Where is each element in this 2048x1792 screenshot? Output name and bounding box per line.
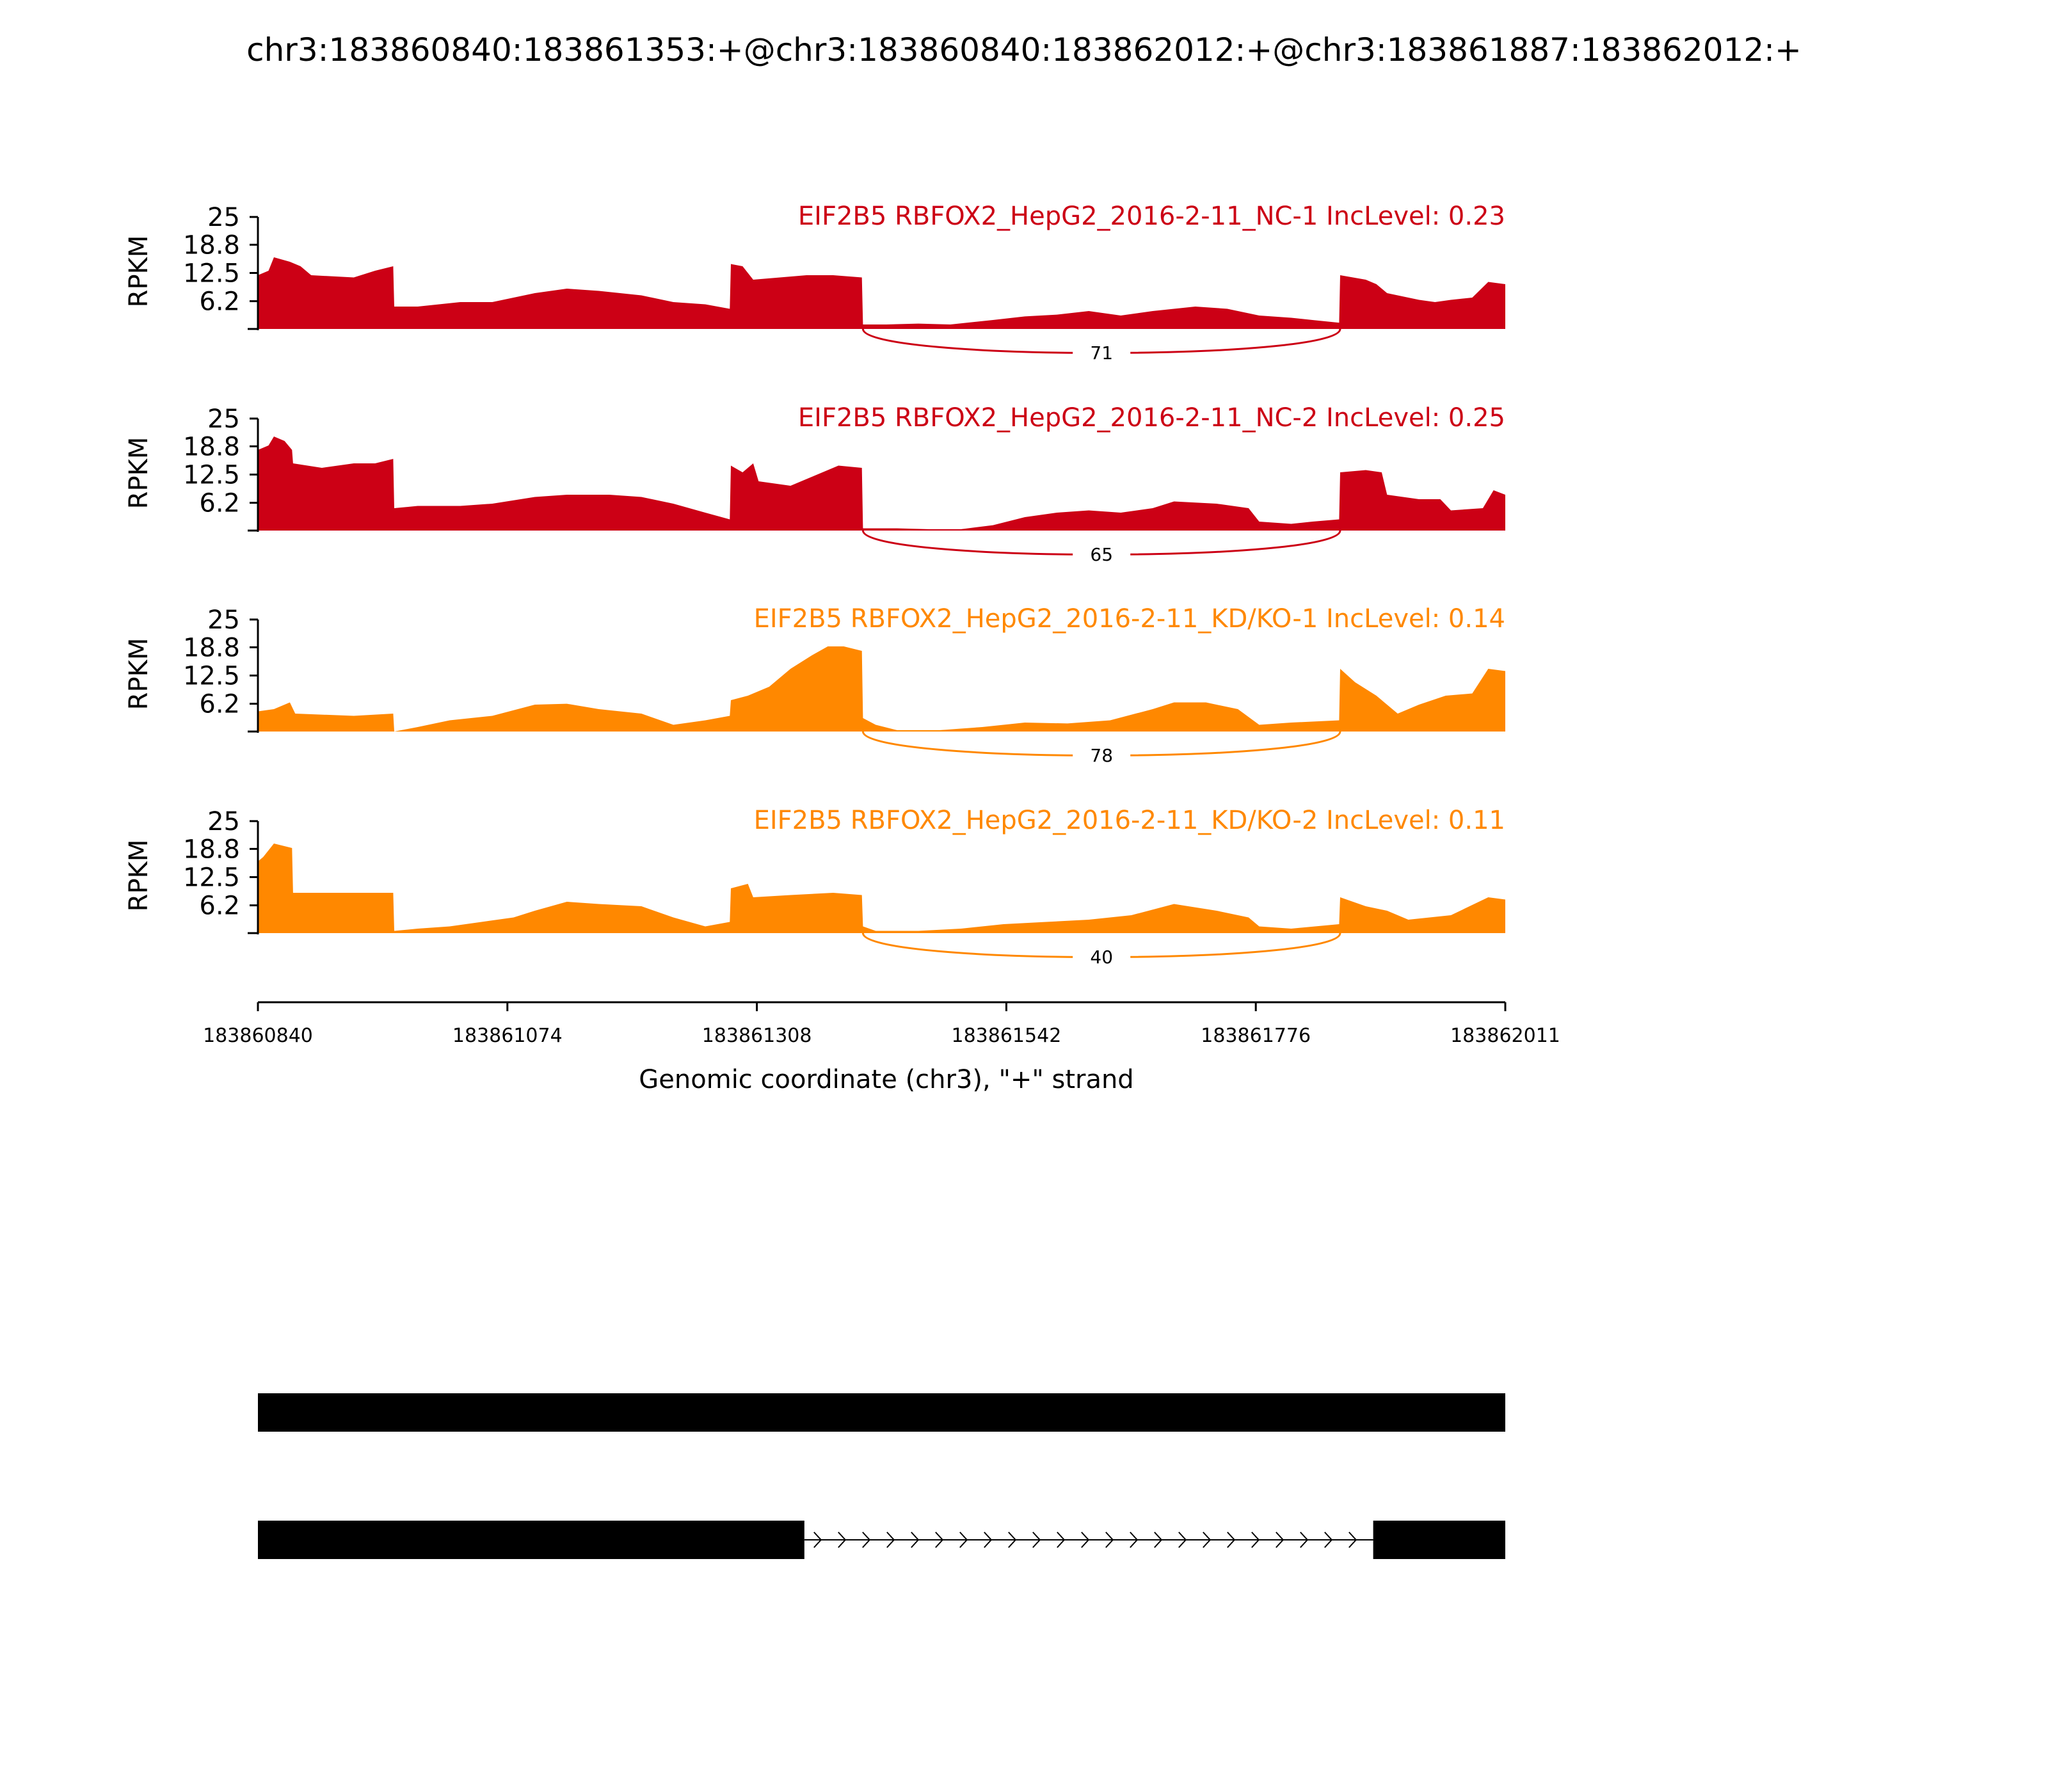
strand-arrow <box>1130 1532 1139 1548</box>
strand-arrow <box>935 1532 944 1548</box>
x-tick-label: 183861074 <box>452 1025 563 1047</box>
strand-arrow <box>1178 1532 1187 1548</box>
y-axis-label: RPKM <box>124 638 154 710</box>
y-axis-label: RPKM <box>124 840 154 912</box>
y-tick-label: 18.8 <box>183 633 240 662</box>
y-tick-label: 12.5 <box>183 662 240 691</box>
strand-arrow <box>838 1532 847 1548</box>
strand-arrow <box>886 1532 895 1548</box>
coverage-area <box>258 436 1505 531</box>
y-tick-label: 18.8 <box>183 835 240 864</box>
y-tick-label: 12.5 <box>183 259 240 289</box>
junction-count: 65 <box>1090 544 1113 565</box>
x-tick-label: 183862011 <box>1450 1025 1560 1047</box>
strand-arrow <box>911 1532 920 1548</box>
gene-models <box>258 1393 1505 1559</box>
strand-arrow <box>862 1532 871 1548</box>
strand-arrow <box>984 1532 993 1548</box>
strand-arrow <box>1251 1532 1260 1548</box>
junction-count-background <box>1073 340 1131 364</box>
y-tick-label: 25 <box>207 203 240 232</box>
track-label: EIF2B5 RBFOX2_HepG2_2016-2-11_NC-2 IncLe… <box>798 403 1505 433</box>
strand-arrow <box>1300 1532 1309 1548</box>
y-tick-label: 6.2 <box>199 287 240 317</box>
strand-arrow <box>1057 1532 1066 1548</box>
coverage-area <box>258 257 1505 329</box>
strand-arrow <box>1105 1532 1114 1548</box>
gene-model-2 <box>258 1521 1505 1559</box>
track-label: EIF2B5 RBFOX2_HepG2_2016-2-11_KD/KO-2 In… <box>754 806 1505 835</box>
junction-count: 78 <box>1090 745 1113 766</box>
strand-arrow <box>1154 1532 1163 1548</box>
x-tick-label: 183861776 <box>1201 1025 1311 1047</box>
y-tick-label: 18.8 <box>183 230 240 260</box>
figure-title: chr3:183860840:183861353:+@chr3:18386084… <box>246 31 1802 68</box>
exon-block <box>258 1521 804 1559</box>
coverage-area <box>258 646 1505 732</box>
x-axis: Genomic coordinate (chr3), "+" strand 18… <box>203 1001 1560 1094</box>
junction-count-background <box>1073 743 1131 766</box>
y-tick-label: 6.2 <box>199 489 240 518</box>
strand-arrow <box>1227 1532 1236 1548</box>
strand-arrow <box>1348 1532 1357 1548</box>
junction-count: 71 <box>1090 342 1113 364</box>
strand-arrow <box>1032 1532 1041 1548</box>
strand-arrow <box>1203 1532 1212 1548</box>
strand-arrow <box>959 1532 968 1548</box>
coverage-area <box>258 844 1505 933</box>
gene-model-1 <box>258 1393 1505 1432</box>
y-tick-label: 18.8 <box>183 432 240 461</box>
junction-count-background <box>1073 542 1131 565</box>
y-tick-label: 12.5 <box>183 863 240 893</box>
y-axis-label: RPKM <box>124 236 154 308</box>
x-tick-label: 183860840 <box>203 1025 313 1047</box>
y-axis-label: RPKM <box>124 437 154 509</box>
junction-count: 40 <box>1090 947 1113 968</box>
y-tick-label: 6.2 <box>199 892 240 921</box>
y-tick-label: 25 <box>207 807 240 836</box>
x-tick-label: 183861542 <box>952 1025 1062 1047</box>
y-tick-label: 25 <box>207 605 240 635</box>
strand-arrow <box>813 1532 822 1548</box>
strand-arrow <box>1276 1532 1284 1548</box>
x-axis-label: Genomic coordinate (chr3), "+" strand <box>639 1065 1133 1094</box>
exon-block <box>1373 1521 1505 1559</box>
x-tick-label: 183861308 <box>702 1025 812 1047</box>
track-label: EIF2B5 RBFOX2_HepG2_2016-2-11_KD/KO-1 In… <box>754 604 1505 634</box>
y-tick-label: 12.5 <box>183 461 240 490</box>
exon-block <box>258 1393 1505 1432</box>
strand-arrow <box>1324 1532 1333 1548</box>
strand-arrow <box>1008 1532 1017 1548</box>
strand-arrow <box>1081 1532 1090 1548</box>
track-label: EIF2B5 RBFOX2_HepG2_2016-2-11_NC-1 IncLe… <box>798 202 1505 231</box>
y-tick-label: 25 <box>207 404 240 434</box>
y-tick-label: 6.2 <box>199 690 240 719</box>
junction-count-background <box>1073 945 1131 968</box>
